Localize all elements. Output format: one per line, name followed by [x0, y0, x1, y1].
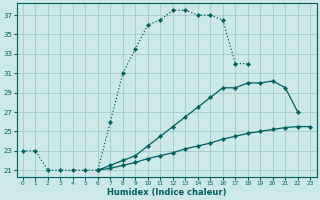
X-axis label: Humidex (Indice chaleur): Humidex (Indice chaleur): [107, 188, 226, 197]
